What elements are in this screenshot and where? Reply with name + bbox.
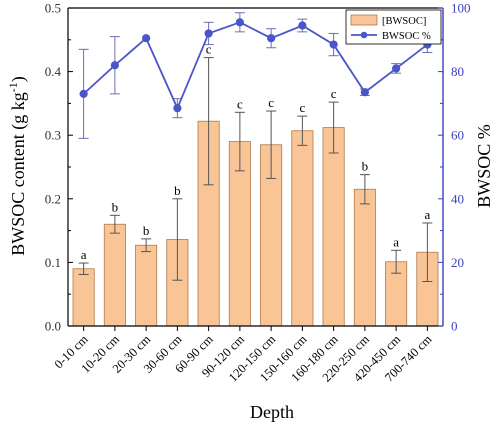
bar-1 [103,223,126,327]
line-series-bwsoc-percent [83,21,428,111]
significance-letter-10: a [393,234,399,249]
y-left-tick-label-0: 0.0 [45,319,61,334]
y-right-tick-label-0: 0 [451,319,458,334]
legend-label-bwsoc: [BWSOC] [382,16,426,27]
y-left-tick-label-2: 0.2 [45,191,61,206]
line-point-7 [298,21,307,30]
line-point-2 [142,34,151,43]
line-point-0 [79,89,88,98]
bar-7 [291,130,314,327]
legend: [BWSOC] BWSOC % [345,9,442,45]
line-series-layer [79,18,432,113]
y-right-tick-label-4: 80 [451,64,464,79]
bar-8 [322,127,345,327]
significance-letters: a b b b c c c c c b a a [81,42,431,262]
line-point-4 [204,29,213,38]
bar-0 [72,268,95,327]
x-axis-label: Depth [250,402,294,422]
line-point-9 [360,88,369,97]
y-right-tick-label-3: 60 [451,128,464,143]
line-point-8 [329,40,338,49]
line-point-6 [267,34,276,43]
significance-letter-3: b [174,183,181,198]
bars-layer [72,120,439,327]
line-error-bars [78,12,433,139]
line-point-1 [110,61,119,70]
bar-2 [135,244,158,327]
significance-letter-0: a [81,247,87,262]
significance-letter-4: c [206,42,212,57]
y-left-tick-label-3: 0.3 [45,128,61,143]
legend-marker-bwsoc-percent [360,31,368,39]
y-left-tick-label-4: 0.4 [45,64,62,79]
significance-letter-1: b [112,199,119,214]
line-point-3 [173,104,182,113]
significance-letter-9: b [362,159,369,174]
significance-letter-7: c [299,100,305,115]
y-axis-right-label: BWSOC % [474,124,494,208]
significance-letter-8: c [331,86,337,101]
y-left-tick-label-5: 0.5 [45,1,61,16]
line-point-10 [392,64,401,73]
legend-label-bwsoc-percent: BWSOC % [382,31,431,42]
significance-letter-6: c [268,95,274,110]
legend-swatch-bwsoc [350,14,378,26]
line-point-5 [235,18,244,27]
y-right-tick-label-5: 100 [451,1,471,16]
bar-error-bars [78,57,433,282]
y-axis-left-label: BWSOC content (g kg-1) [6,76,29,256]
significance-letter-2: b [143,223,150,238]
y-right-tick-label-2: 40 [451,191,464,206]
significance-letter-11: a [424,207,430,222]
y-left-tick-label-1: 0.1 [45,255,61,270]
significance-letter-5: c [237,96,243,111]
y-axis-left-label-close: ) [8,76,29,82]
y-right-tick-label-1: 20 [451,255,464,270]
y-axis-left-label-sup: -1 [6,82,20,92]
y-axis-left-label-main: BWSOC content (g kg [8,92,29,256]
bar-9 [353,188,376,327]
